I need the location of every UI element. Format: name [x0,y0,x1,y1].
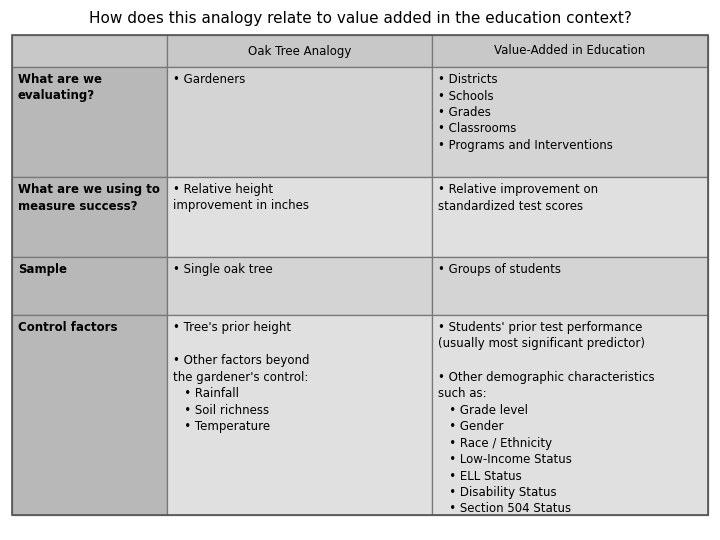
Text: Oak Tree Analogy: Oak Tree Analogy [248,44,351,57]
Bar [12,35,708,515]
Text: What are we using to
measure success?: What are we using to measure success? [18,183,160,213]
Text: • Relative height
improvement in inches: • Relative height improvement in inches [173,183,309,213]
Bar [167,35,432,67]
Text: Sample: Sample [18,263,67,276]
Text: • Districts
• Schools
• Grades
• Classrooms
• Programs and Interventions: • Districts • Schools • Grades • Classro… [438,73,613,152]
Bar [12,67,167,177]
Text: • Groups of students: • Groups of students [438,263,561,276]
Text: How does this analogy relate to value added in the education context?: How does this analogy relate to value ad… [89,10,631,25]
Bar [167,67,432,177]
Bar [432,315,708,515]
Bar [167,257,432,315]
Bar [432,257,708,315]
Text: Control factors: Control factors [18,321,117,334]
Text: • Single oak tree: • Single oak tree [173,263,273,276]
Bar [432,177,708,257]
Bar [167,315,432,515]
Text: What are we
evaluating?: What are we evaluating? [18,73,102,103]
Bar [12,177,167,257]
Bar [12,35,167,67]
Text: • Students' prior test performance
(usually most significant predictor)

• Other: • Students' prior test performance (usua… [438,321,654,516]
Bar [432,67,708,177]
Text: • Tree's prior height

• Other factors beyond
the gardener's control:
   • Rainf: • Tree's prior height • Other factors be… [173,321,310,433]
Bar [167,177,432,257]
Text: • Relative improvement on
standardized test scores: • Relative improvement on standardized t… [438,183,598,213]
Bar [432,35,708,67]
Text: Value-Added in Education: Value-Added in Education [495,44,646,57]
Bar [12,257,167,315]
Text: • Gardeners: • Gardeners [173,73,246,86]
Bar [12,315,167,515]
